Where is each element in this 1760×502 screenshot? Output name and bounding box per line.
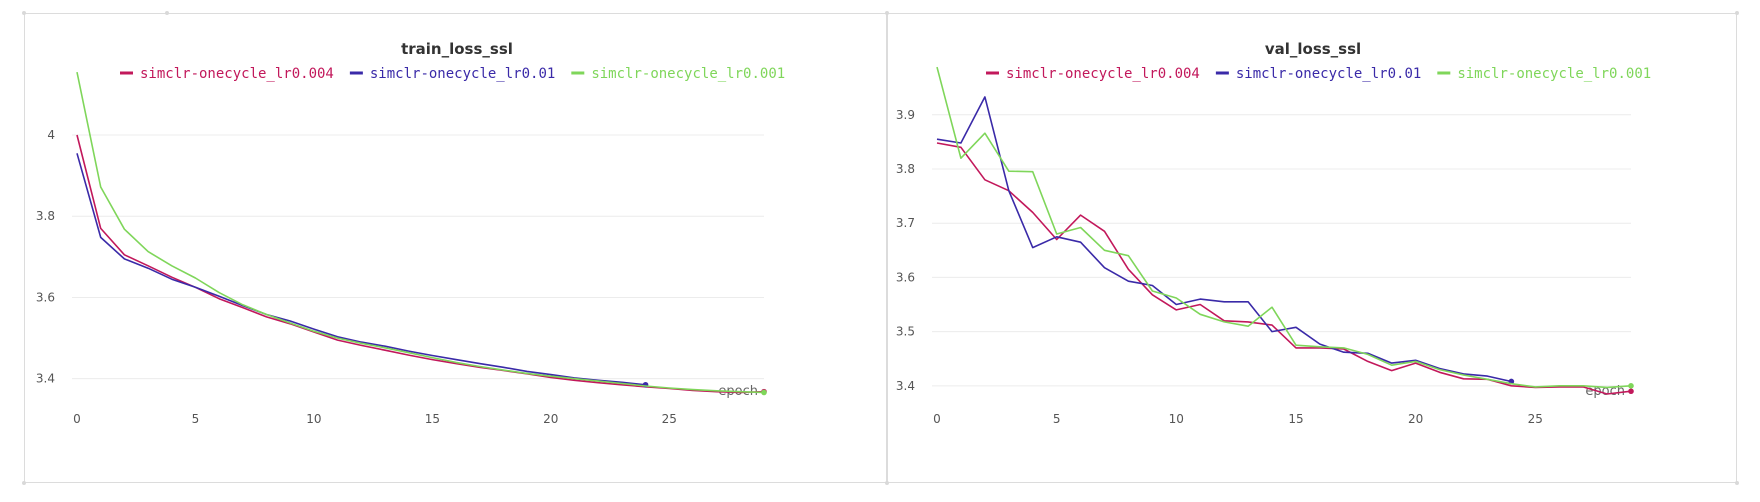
panel-handle-dot (165, 11, 169, 15)
x-tick-label: 15 (1288, 412, 1303, 426)
legend-entry[interactable]: simclr-onecycle_lr0.01 (370, 66, 555, 82)
series-line[interactable] (936, 142, 1632, 395)
y-tick-label: 3.7 (896, 216, 915, 230)
x-tick-label: 5 (1053, 412, 1061, 426)
series-line[interactable] (76, 153, 646, 386)
series-line[interactable] (76, 71, 765, 394)
x-tick-label: 15 (425, 412, 440, 426)
chart-panel-train-loss: 3.4 3.6 3.8 4 0 5 10 15 20 25 epoch train_loss_ssl s… (24, 13, 887, 483)
panel-handle-dot (885, 481, 889, 485)
x-tick-label: 10 (306, 412, 321, 426)
x-tick-label: 20 (543, 412, 558, 426)
legend-entry[interactable]: simclr-onecycle_lr0.004 (1006, 66, 1200, 82)
x-tick-label: 25 (662, 412, 677, 426)
y-tick-label: 3.4 (36, 372, 55, 386)
series-end-point (761, 389, 767, 396)
panel-handle-dot (22, 11, 26, 15)
panel-handle-dot (1735, 11, 1739, 15)
x-tick-label: 25 (1528, 412, 1543, 426)
y-tick-label: 3.5 (896, 325, 915, 339)
legend-entry[interactable]: simclr-onecycle_lr0.01 (1236, 66, 1421, 82)
y-tick-label: 3.6 (36, 290, 55, 304)
y-tick-label: 3.4 (896, 379, 915, 393)
chart-panel-val-loss: 3.4 3.5 3.6 3.7 3.8 3.9 0 5 10 15 20 25 epoch val_los… (887, 13, 1737, 483)
y-tick-label: 3.8 (896, 162, 915, 176)
y-tick-label: 3.8 (36, 209, 55, 223)
series-end-point (1628, 388, 1634, 395)
legend-entry[interactable]: simclr-onecycle_lr0.004 (140, 66, 334, 82)
x-tick-label: 0 (933, 412, 941, 426)
y-tick-label: 3.9 (896, 108, 915, 122)
y-tick-label: 4 (47, 128, 55, 142)
panel-handle-dot (1735, 481, 1739, 485)
chart-title: train_loss_ssl (401, 40, 513, 58)
series-end-point (1628, 383, 1634, 389)
panel-handle-dot (22, 481, 26, 485)
x-axis-label: epoch (1585, 384, 1625, 399)
x-tick-label: 0 (73, 412, 81, 426)
panel-handle-dot (885, 11, 889, 15)
y-tick-label: 3.6 (896, 270, 915, 284)
series-line[interactable] (936, 96, 1512, 383)
train-loss-chart: 3.43.63.840 5 10 15 20 25epochtrain_loss_ssls… (36, 40, 785, 426)
legend-entry[interactable]: simclr-onecycle_lr0.001 (591, 66, 785, 82)
x-tick-label: 5 (192, 412, 200, 426)
legend-entry[interactable]: simclr-onecycle_lr0.001 (1457, 66, 1651, 82)
x-tick-label: 10 (1169, 412, 1184, 426)
val-loss-chart: 3.4 3.5 3.6 3.7 3.8 3.9 0 5 10 15 20 25 epoch val_los… (896, 40, 1651, 426)
x-tick-label: 20 (1408, 412, 1423, 426)
series-line[interactable] (936, 66, 1632, 389)
chart-title: val_loss_ssl (1265, 40, 1361, 58)
